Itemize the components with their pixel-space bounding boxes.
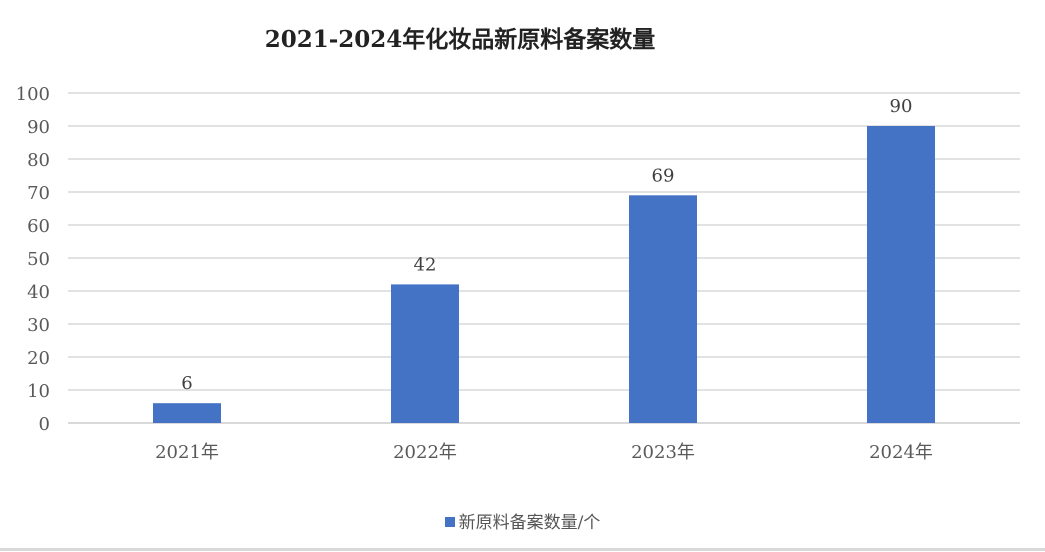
x-tick-label: 2022年 — [393, 442, 457, 463]
legend: 新原料备案数量/个 — [0, 508, 1045, 533]
y-tick-label: 10 — [27, 381, 50, 402]
x-tick-label: 2021年 — [155, 442, 219, 463]
chart-title: 2021-2024年化妆品新原料备案数量 — [264, 26, 656, 53]
x-tick-label: 2023年 — [631, 442, 695, 463]
x-tick-label: 2024年 — [869, 442, 933, 463]
bar — [867, 126, 935, 423]
y-tick-label: 90 — [27, 117, 50, 138]
y-tick-label: 100 — [16, 84, 50, 105]
y-tick-label: 50 — [27, 249, 50, 270]
y-tick-label: 40 — [27, 282, 50, 303]
data-label: 69 — [652, 165, 675, 186]
y-tick-label: 70 — [27, 183, 50, 204]
y-tick-label: 80 — [27, 150, 50, 171]
y-tick-label: 60 — [27, 216, 50, 237]
legend-label: 新原料备案数量/个 — [458, 513, 601, 533]
y-tick-label: 20 — [27, 348, 50, 369]
y-tick-label: 0 — [39, 414, 50, 435]
bar — [629, 195, 697, 423]
divider — [0, 548, 1045, 551]
data-label: 6 — [181, 373, 192, 394]
data-label: 90 — [890, 96, 913, 117]
bar — [153, 403, 221, 423]
y-tick-label: 30 — [27, 315, 50, 336]
data-label: 42 — [414, 254, 437, 275]
legend-swatch — [444, 517, 455, 527]
bar — [391, 284, 459, 423]
